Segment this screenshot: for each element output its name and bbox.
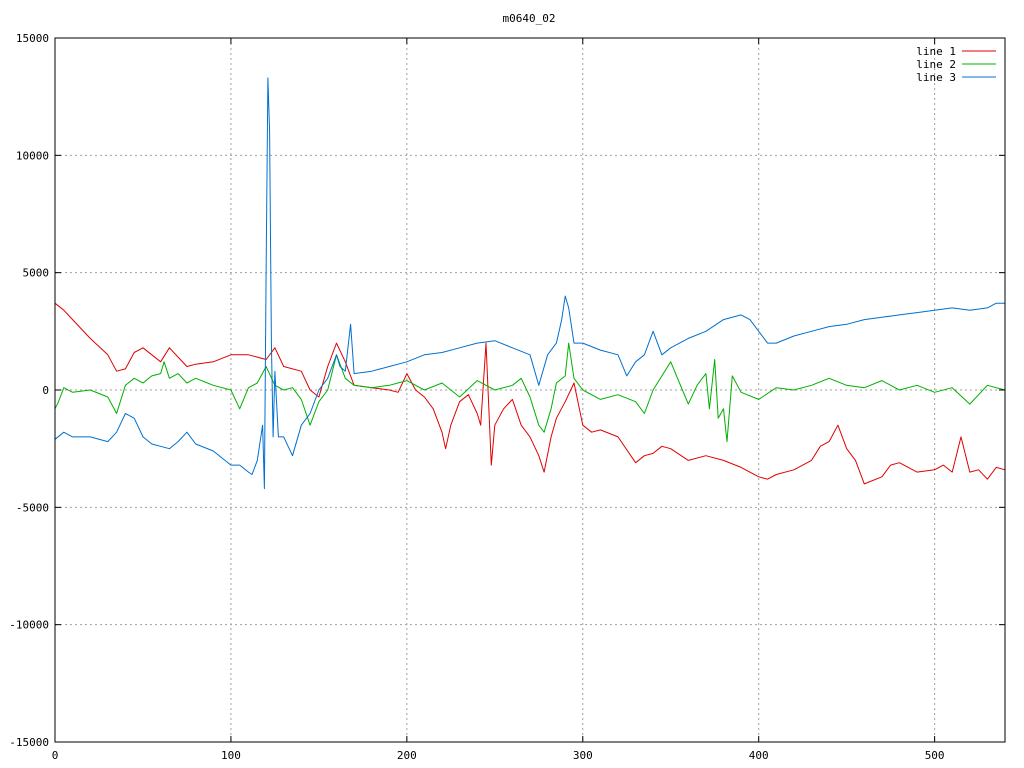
chart-title: m0640_02: [503, 12, 556, 25]
y-tick-label: -15000: [9, 736, 49, 749]
legend-label: line 2: [916, 58, 956, 71]
x-tick-label: 200: [397, 749, 417, 762]
y-axis-tick-labels: -15000 -10000 -5000 0 5000 10000 15000: [9, 32, 49, 749]
y-tick-label: 5000: [23, 267, 50, 280]
series-3-line: [54, 77, 1005, 490]
x-axis-tick-labels: 0 100 200 300 400 500: [52, 749, 945, 762]
axis-ticks: [54, 37, 1005, 743]
series-lines: [54, 77, 1006, 490]
y-tick-label: -10000: [9, 619, 49, 632]
x-tick-label: 0: [52, 749, 59, 762]
legend-label: line 1: [916, 45, 956, 58]
series-1-line: [54, 302, 1006, 485]
y-tick-label: 15000: [16, 32, 49, 45]
x-tick-label: 400: [749, 749, 769, 762]
grid-lines: [55, 38, 1005, 742]
y-tick-label: 0: [42, 384, 49, 397]
y-tick-label: 10000: [16, 149, 49, 162]
legend-label: line 3: [916, 71, 956, 84]
x-tick-label: 500: [925, 749, 945, 762]
y-tick-label: -5000: [16, 501, 49, 514]
x-tick-label: 300: [573, 749, 593, 762]
series-2-line: [54, 342, 1006, 443]
x-tick-label: 100: [221, 749, 241, 762]
